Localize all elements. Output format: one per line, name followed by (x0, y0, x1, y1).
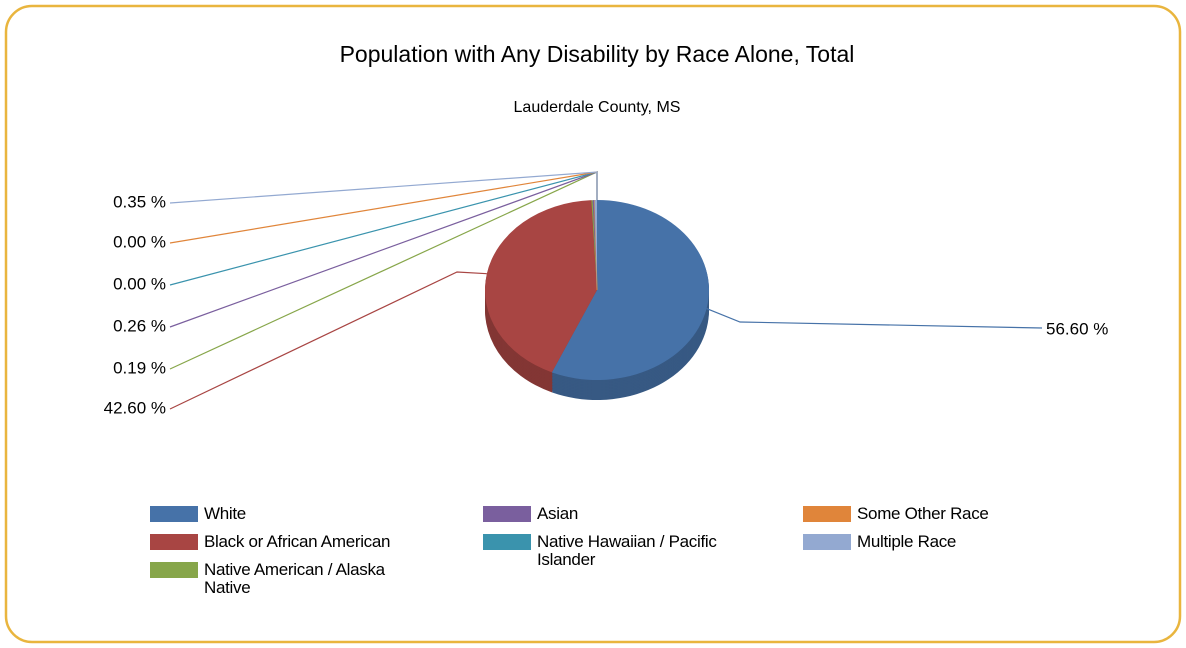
data-label: 0.00 % (113, 274, 166, 293)
chart-title: Population with Any Disability by Race A… (340, 41, 855, 67)
slice (591, 200, 597, 290)
data-label: 56.60 % (1046, 319, 1108, 338)
data-label: 42.60 % (104, 398, 166, 417)
slice (485, 200, 597, 373)
data-label: 0.26 % (113, 316, 166, 335)
slice (594, 200, 597, 290)
data-label: 0.00 % (113, 232, 166, 251)
data-label: 0.35 % (113, 192, 166, 211)
slice (551, 200, 709, 380)
leader-line (169, 271, 487, 410)
data-label: 0.19 % (113, 358, 166, 377)
chart-subtitle: Lauderdale County, MS (514, 99, 681, 116)
slice (594, 200, 598, 291)
leader-line (169, 171, 598, 204)
leader-line (706, 307, 1043, 329)
